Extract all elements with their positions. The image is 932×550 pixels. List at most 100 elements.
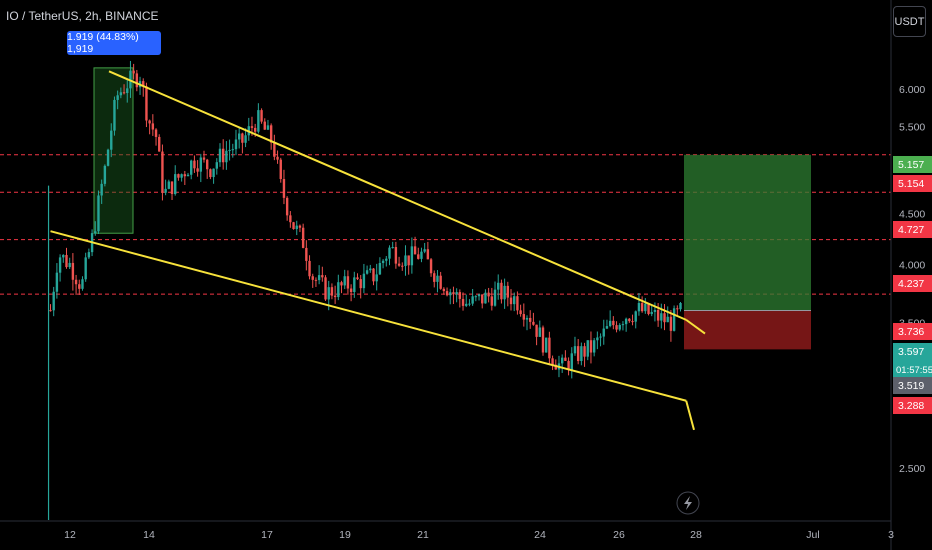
candle [289, 211, 292, 228]
candle [640, 296, 644, 313]
candle-body [100, 183, 103, 196]
price-tag[interactable]: 3.736 [893, 323, 932, 340]
candle [580, 342, 583, 366]
price-tag[interactable]: 5.157 [893, 156, 932, 173]
candle [551, 355, 554, 371]
candle-body [314, 279, 318, 281]
trendline-lower-ext[interactable] [685, 400, 695, 431]
candle-body [628, 318, 631, 322]
x-tick-label: Jul [806, 529, 819, 541]
candle-body [308, 260, 311, 277]
candle [417, 247, 420, 260]
candle [423, 242, 426, 254]
candle-body [218, 148, 222, 163]
candle [269, 123, 273, 150]
trendline-lower[interactable] [50, 230, 687, 402]
candle-body [669, 316, 673, 331]
candle [433, 270, 436, 288]
candle [279, 157, 282, 183]
candle [618, 323, 621, 332]
candle-body [148, 120, 151, 124]
candle-body [365, 270, 369, 274]
candle [608, 310, 612, 328]
candle [538, 320, 541, 337]
price-tag[interactable]: 3.519 [893, 377, 932, 394]
candle [378, 257, 382, 275]
candle [381, 259, 385, 269]
candle [356, 273, 359, 281]
long-position-zones [93, 67, 811, 350]
candle-body [656, 309, 660, 321]
candle-body [433, 273, 436, 282]
candle-body [426, 249, 430, 260]
candle-body [65, 254, 68, 268]
long-stop-zone[interactable] [684, 310, 811, 350]
candle [493, 281, 497, 307]
candle [583, 342, 586, 367]
candle-body [650, 311, 653, 315]
candle-body [206, 159, 209, 170]
candle-body [202, 157, 206, 160]
long-target-zone[interactable] [684, 154, 811, 311]
price-tag[interactable]: 4.237 [893, 275, 932, 292]
price-tag[interactable]: 3.288 [893, 397, 932, 414]
candle-body [397, 263, 401, 266]
candle [330, 283, 334, 300]
candle-body [68, 262, 71, 268]
candle [404, 245, 407, 276]
candle-body [164, 188, 167, 193]
candle-body [110, 130, 113, 150]
candle [663, 304, 666, 331]
candle-body [324, 277, 327, 300]
candle-body [122, 92, 126, 94]
candle [461, 292, 465, 311]
candle [193, 155, 196, 173]
candle-body [449, 292, 452, 296]
candle [599, 333, 602, 347]
candle [266, 119, 270, 131]
candle-body [266, 125, 270, 130]
candle [535, 324, 538, 346]
lightning-icon[interactable] [676, 491, 700, 515]
candle [621, 321, 625, 331]
candle [506, 281, 510, 307]
price-tag[interactable]: 5.154 [893, 175, 932, 192]
countdown-label: 01:57:55 [896, 365, 932, 376]
candle [209, 168, 212, 180]
candle-body [119, 92, 123, 96]
price-tag[interactable]: 3.597 01:57:55 [893, 343, 932, 381]
candle-body [234, 139, 238, 150]
candle-body [592, 340, 596, 353]
candle [305, 240, 308, 271]
candle [474, 295, 478, 302]
candle-body [260, 110, 263, 122]
candle [164, 179, 167, 196]
candle-body [161, 151, 164, 193]
currency-button[interactable]: USDT [893, 6, 926, 37]
candle [154, 128, 158, 146]
candle-body [567, 360, 570, 370]
candle-body [385, 258, 388, 261]
trendline-upper[interactable] [108, 70, 687, 321]
trendline-upper-ext[interactable] [685, 319, 706, 335]
candle [362, 263, 366, 294]
candle-body [94, 231, 97, 234]
candle-body [586, 340, 589, 357]
candle-body [535, 324, 538, 337]
price-tag-label: 3.519 [898, 380, 924, 392]
candle [497, 274, 500, 300]
candle [570, 347, 573, 379]
candle-body [631, 321, 634, 323]
candle-body [372, 268, 375, 282]
price-tag[interactable]: 4.727 [893, 221, 932, 238]
candle [465, 294, 468, 308]
candle-body [541, 327, 545, 353]
candle [573, 336, 577, 356]
candle [548, 331, 551, 366]
candle [100, 179, 103, 204]
candle-body [516, 296, 519, 311]
symbol-title[interactable]: IO / TetherUS, 2h, BINANCE [6, 9, 159, 23]
candle-body [554, 364, 557, 370]
candles [47, 60, 682, 520]
